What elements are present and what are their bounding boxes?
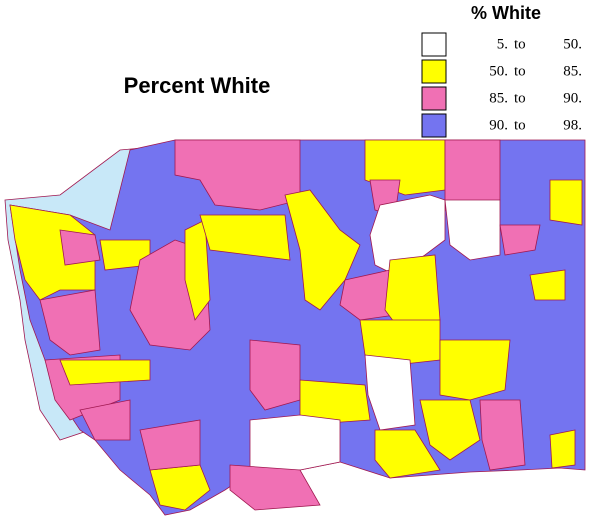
region xyxy=(9,204,96,301)
legend-title: % White xyxy=(471,3,541,23)
region xyxy=(199,214,291,261)
legend-swatch xyxy=(421,32,447,57)
legend-connector: to xyxy=(514,90,526,106)
region xyxy=(384,254,441,331)
map xyxy=(4,139,586,516)
region xyxy=(479,399,526,471)
legend-swatch xyxy=(421,113,447,138)
region xyxy=(419,399,481,461)
region xyxy=(229,464,321,511)
legend-to: 90. xyxy=(563,90,582,106)
legend-from: 50. xyxy=(489,63,508,79)
region xyxy=(499,224,541,256)
legend-from: 90. xyxy=(489,117,508,133)
region xyxy=(299,379,371,426)
legend-from: 85. xyxy=(489,90,508,106)
region xyxy=(79,399,131,441)
region xyxy=(339,269,396,321)
legend: 5. to 50. 50. to 85. 85. to 90. 90. to 98. xyxy=(421,32,582,138)
legend-connector: to xyxy=(514,36,526,52)
region xyxy=(549,179,583,226)
legend-connector: to xyxy=(514,117,526,133)
region xyxy=(369,194,446,276)
region xyxy=(444,199,501,261)
legend-to: 85. xyxy=(563,63,582,79)
legend-to: 50. xyxy=(563,36,582,52)
region xyxy=(39,289,101,356)
region xyxy=(59,359,151,386)
region xyxy=(364,354,416,431)
legend-from: 5. xyxy=(497,36,508,52)
region xyxy=(359,319,441,366)
region xyxy=(374,429,441,479)
legend-swatch xyxy=(421,86,447,111)
legend-connector: to xyxy=(514,63,526,79)
legend-swatch xyxy=(421,59,447,84)
region xyxy=(59,229,101,266)
region xyxy=(439,339,511,401)
region xyxy=(249,339,301,411)
region xyxy=(529,269,566,301)
region xyxy=(139,419,201,471)
region xyxy=(174,139,301,211)
region xyxy=(249,414,341,471)
legend-to: 98. xyxy=(563,117,582,133)
map-title: Percent White xyxy=(124,73,271,98)
region xyxy=(549,429,576,469)
